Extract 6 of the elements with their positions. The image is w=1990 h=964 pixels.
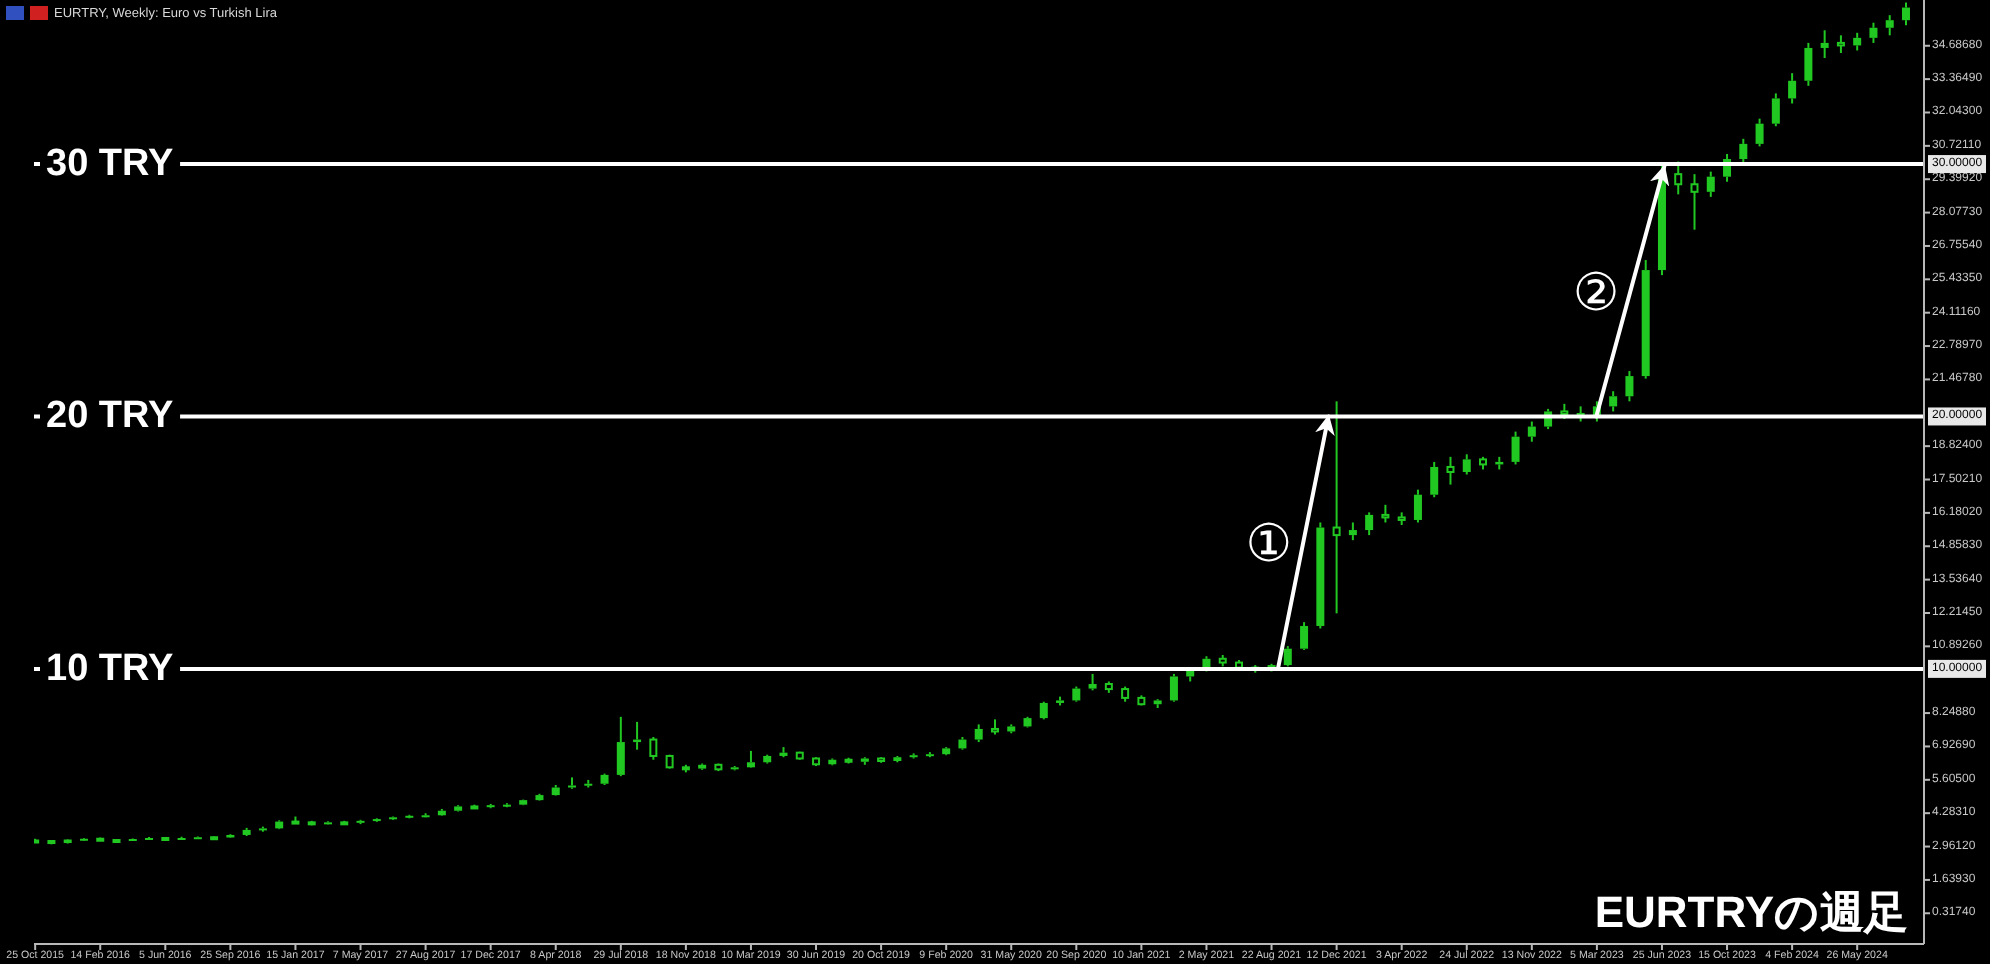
ref-line-label: 10 TRY — [46, 647, 175, 690]
ref-line-label: 20 TRY — [46, 395, 175, 438]
annotation: EURTRYの週足 — [1594, 887, 1908, 937]
annotation: ① — [1245, 512, 1293, 573]
annotation: ② — [1572, 261, 1620, 322]
ref-line-label: 30 TRY — [46, 143, 175, 186]
